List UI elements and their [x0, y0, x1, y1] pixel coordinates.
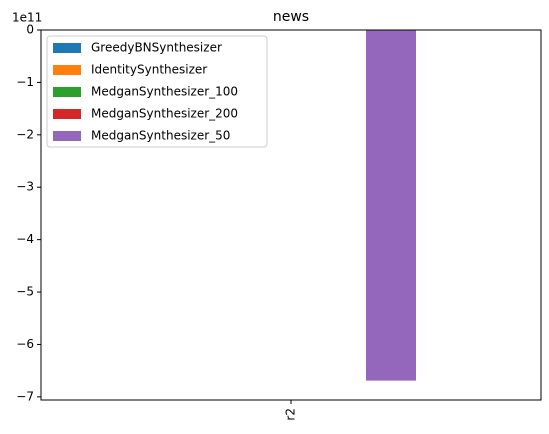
chart-title: news — [273, 9, 309, 25]
plot-frame — [40, 29, 542, 401]
y-tick-label: −2 — [16, 127, 34, 141]
legend-swatch — [53, 43, 81, 53]
y-tick-label: −6 — [16, 337, 34, 351]
legend-label: IdentitySynthesizer — [91, 63, 207, 77]
y-tick-label: −4 — [16, 232, 34, 246]
y-tick-label: −7 — [16, 389, 34, 403]
legend-label: MedganSynthesizer_200 — [91, 107, 238, 121]
y-tick-label: −5 — [16, 285, 34, 299]
legend-label: GreedyBNSynthesizer — [91, 41, 222, 55]
y-tick-label: 0 — [26, 23, 34, 37]
legend-swatch — [53, 131, 81, 141]
legend-swatch — [53, 87, 81, 97]
legend-swatch — [53, 65, 81, 75]
legend-swatch — [53, 109, 81, 119]
y-tick-label: −3 — [16, 180, 34, 194]
x-tick-label: r2 — [284, 408, 298, 421]
legend-label: MedganSynthesizer_50 — [91, 129, 230, 143]
bar — [366, 30, 416, 381]
legend-label: MedganSynthesizer_100 — [91, 85, 238, 99]
y-tick-label: −1 — [16, 75, 34, 89]
legend-box — [46, 35, 268, 148]
y-offset-label: 1e11 — [12, 11, 42, 25]
